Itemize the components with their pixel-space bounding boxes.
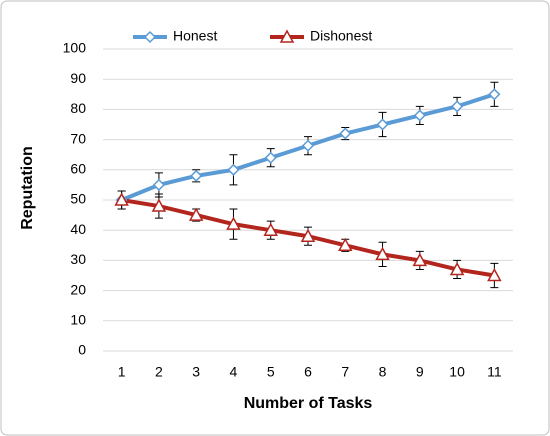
x-tick-label: 3 bbox=[192, 364, 200, 380]
x-tick-label: 6 bbox=[304, 364, 312, 380]
data-point bbox=[339, 127, 352, 140]
data-point bbox=[449, 261, 465, 276]
data-point bbox=[375, 246, 390, 261]
y-tick-label: 90 bbox=[70, 70, 86, 86]
y-tick-label: 0 bbox=[78, 342, 86, 358]
y-tick-label: 20 bbox=[70, 281, 86, 297]
x-tick-label: 11 bbox=[487, 364, 502, 380]
data-point bbox=[301, 139, 315, 152]
x-axis-title: Number of Tasks bbox=[244, 395, 373, 412]
legend-label: Honest bbox=[173, 28, 217, 44]
legend-marker bbox=[279, 29, 295, 43]
data-point bbox=[488, 88, 501, 101]
data-point bbox=[376, 118, 389, 131]
data-point bbox=[264, 151, 277, 164]
data-point bbox=[413, 109, 426, 122]
x-tick-label: 5 bbox=[267, 364, 275, 380]
data-point bbox=[188, 207, 204, 221]
x-tick-label: 8 bbox=[379, 364, 387, 380]
data-point bbox=[412, 252, 428, 267]
y-tick-label: 100 bbox=[63, 40, 87, 56]
data-point bbox=[227, 163, 240, 176]
y-tick-label: 60 bbox=[70, 161, 86, 177]
x-tick-label: 10 bbox=[449, 364, 465, 380]
y-tick-label: 30 bbox=[70, 251, 86, 267]
y-tick-label: 50 bbox=[70, 191, 86, 207]
y-tick-label: 40 bbox=[70, 221, 86, 237]
x-tick-label: 9 bbox=[416, 364, 424, 380]
data-point bbox=[338, 237, 353, 252]
y-axis-title: Reputation bbox=[19, 146, 36, 230]
data-point bbox=[487, 267, 502, 282]
data-point bbox=[263, 222, 278, 236]
x-tick-label: 1 bbox=[118, 364, 126, 380]
data-point bbox=[152, 178, 165, 191]
data-point bbox=[300, 228, 316, 242]
x-tick-label: 2 bbox=[155, 364, 163, 380]
data-point bbox=[190, 169, 203, 182]
legend-label: Dishonest bbox=[310, 28, 372, 44]
y-tick-label: 10 bbox=[70, 312, 86, 328]
x-tick-label: 7 bbox=[341, 364, 349, 380]
data-point bbox=[226, 216, 241, 230]
data-point bbox=[151, 198, 167, 212]
x-tick-label: 4 bbox=[230, 364, 238, 380]
legend-marker bbox=[143, 30, 157, 44]
y-tick-label: 80 bbox=[70, 100, 86, 116]
data-point bbox=[451, 100, 464, 113]
data-point bbox=[114, 192, 129, 206]
y-tick-label: 70 bbox=[70, 130, 86, 146]
